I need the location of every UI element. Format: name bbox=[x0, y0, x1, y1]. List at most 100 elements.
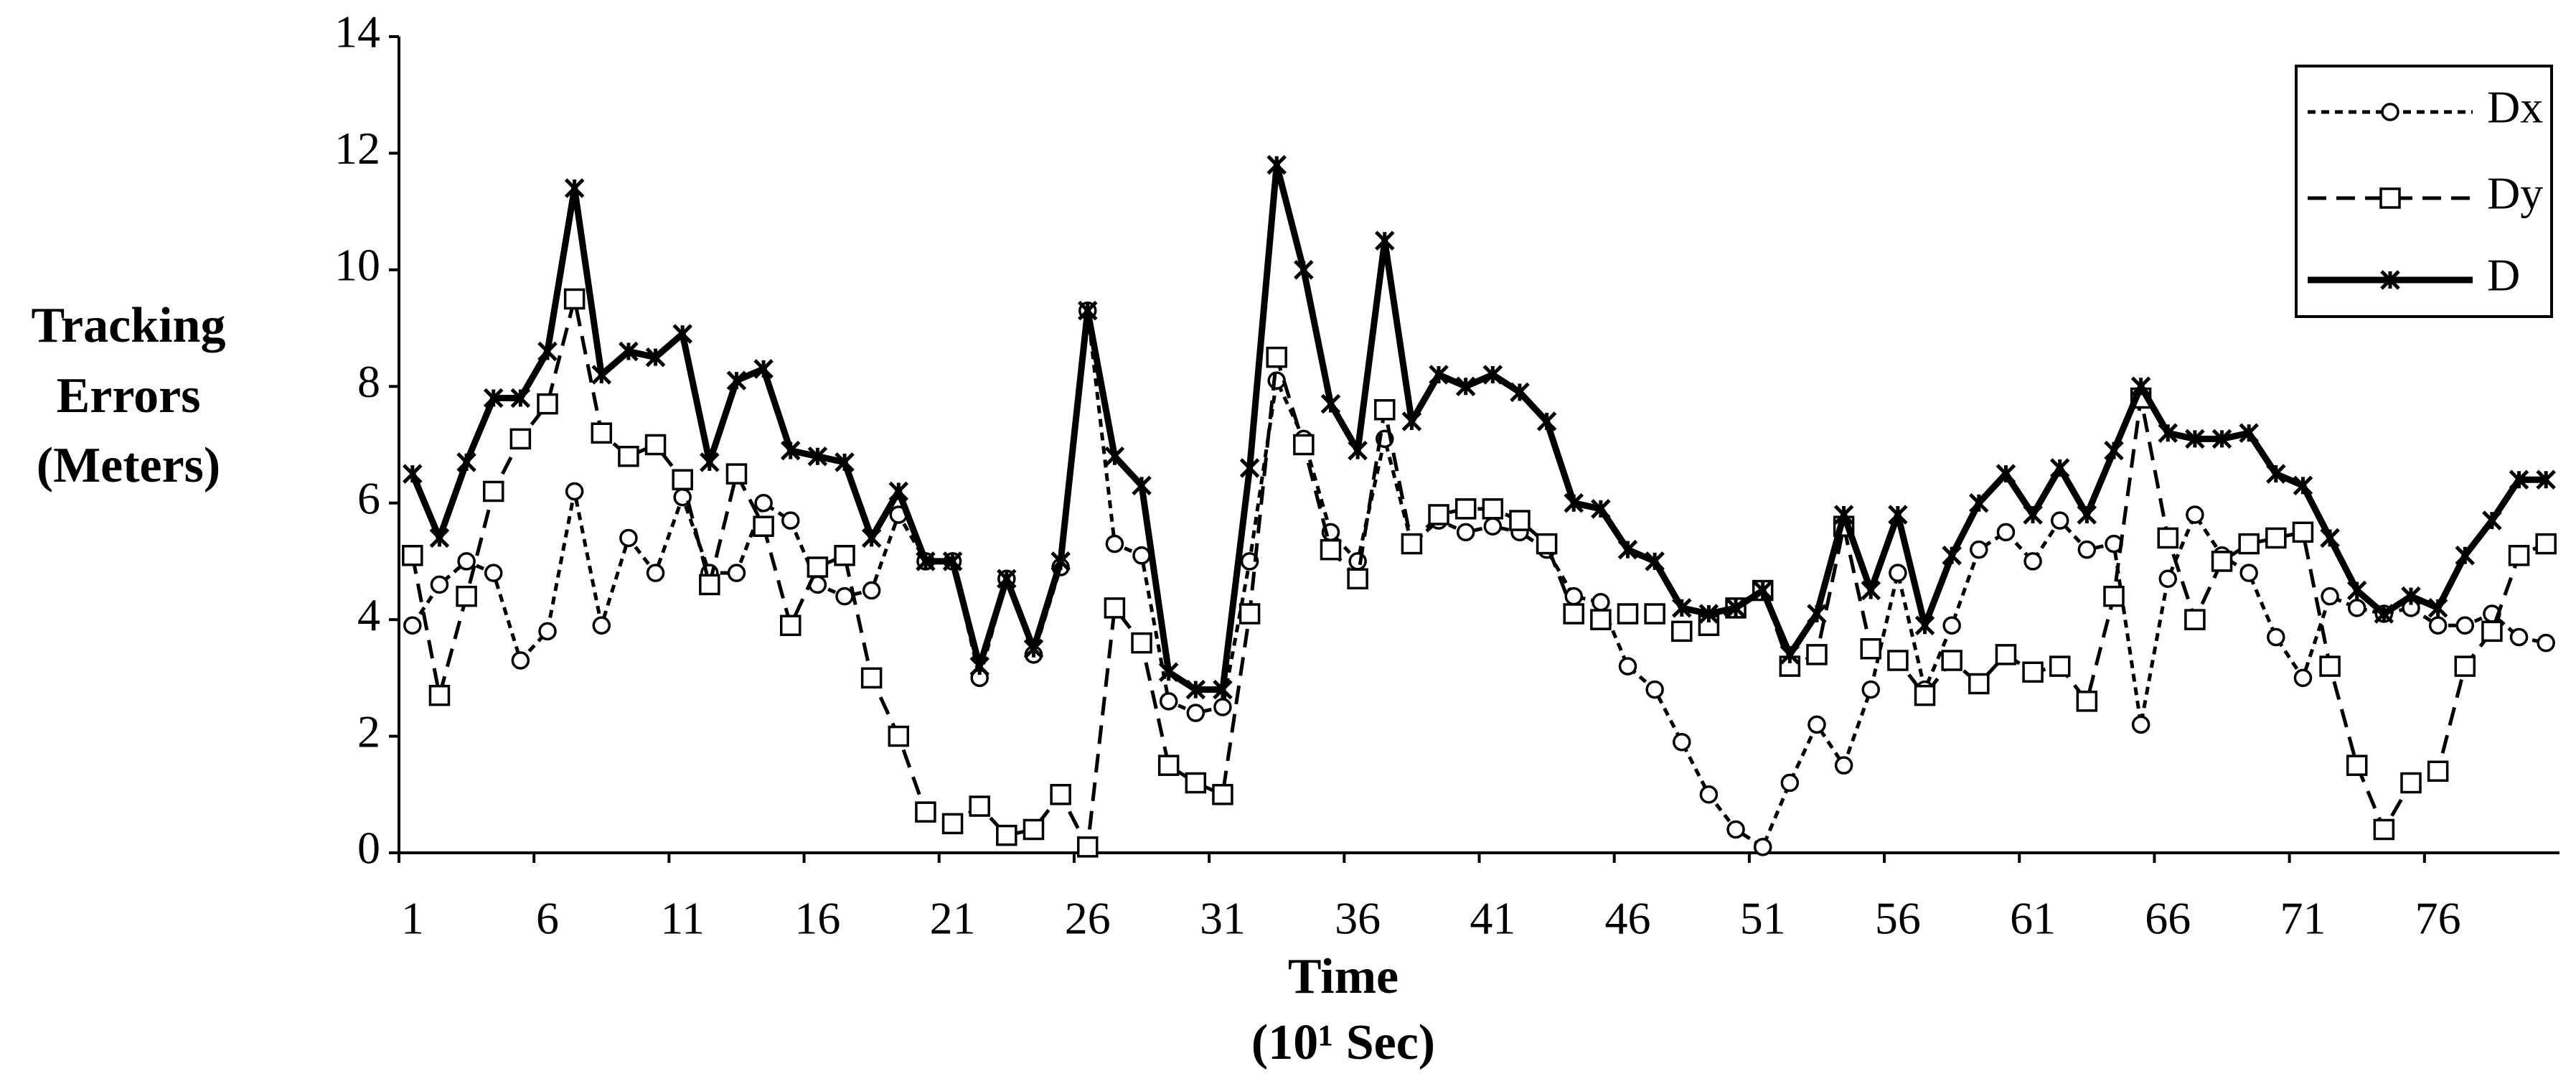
data-point bbox=[511, 651, 530, 670]
data-point bbox=[1023, 638, 1044, 659]
y-tick-label: 4 bbox=[357, 589, 380, 640]
data-point bbox=[564, 178, 585, 198]
data-point bbox=[780, 440, 801, 461]
data-point bbox=[2346, 754, 2368, 776]
data-point bbox=[2293, 475, 2313, 496]
data-point bbox=[2077, 505, 2097, 525]
data-point bbox=[753, 515, 774, 537]
data-point bbox=[2321, 586, 2339, 606]
data-point bbox=[1510, 382, 1530, 403]
data-point bbox=[1401, 411, 1422, 431]
x-tick-label: 36 bbox=[1335, 893, 1381, 944]
data-point bbox=[537, 393, 558, 415]
data-point bbox=[1887, 650, 1909, 671]
data-point bbox=[2454, 655, 2476, 677]
data-point bbox=[402, 545, 423, 566]
data-point bbox=[2401, 586, 2421, 607]
data-point bbox=[835, 586, 854, 606]
data-point bbox=[1807, 604, 1827, 624]
data-point bbox=[403, 464, 423, 484]
data-point bbox=[1564, 492, 1584, 513]
data-point bbox=[429, 528, 450, 548]
data-point bbox=[1673, 732, 1691, 752]
data-point bbox=[1456, 523, 1475, 542]
data-point bbox=[1157, 754, 1180, 776]
data-point bbox=[942, 551, 963, 571]
data-point bbox=[538, 622, 557, 641]
data-point bbox=[1454, 498, 1477, 520]
data-point bbox=[2158, 423, 2178, 444]
data-point bbox=[1266, 346, 1287, 368]
data-point bbox=[2211, 429, 2232, 449]
data-point bbox=[1482, 498, 1504, 520]
data-point bbox=[860, 667, 883, 689]
data-point bbox=[700, 452, 720, 472]
x-tick-label: 11 bbox=[660, 893, 705, 944]
data-point bbox=[2509, 627, 2529, 647]
data-point bbox=[1671, 620, 1693, 642]
data-point bbox=[618, 445, 639, 467]
data-point bbox=[1132, 546, 1151, 565]
data-point bbox=[753, 359, 774, 379]
data-point bbox=[997, 569, 1017, 589]
data-point bbox=[1699, 785, 1719, 804]
x-tick-label: 66 bbox=[2145, 893, 2191, 944]
data-point bbox=[483, 388, 504, 408]
data-point bbox=[1914, 684, 1936, 706]
data-point bbox=[1267, 371, 1286, 390]
data-point bbox=[1104, 597, 1126, 619]
data-point bbox=[2428, 616, 2448, 635]
data-point bbox=[1077, 836, 1099, 858]
legend-marker bbox=[2380, 270, 2400, 290]
data-point bbox=[1347, 568, 1368, 590]
data-point bbox=[1726, 820, 1745, 839]
data-point bbox=[591, 365, 612, 385]
data-point bbox=[1132, 475, 1152, 496]
x-tick-label: 31 bbox=[1200, 893, 1246, 944]
data-point bbox=[2535, 533, 2557, 555]
legend-label: Dy bbox=[2487, 168, 2543, 219]
data-point bbox=[1942, 616, 1961, 635]
data-point bbox=[916, 551, 936, 571]
data-point bbox=[537, 341, 558, 362]
legend-marker bbox=[2379, 187, 2401, 209]
data-point bbox=[1050, 551, 1071, 571]
data-point bbox=[2184, 609, 2206, 630]
legend-label: D bbox=[2487, 250, 2520, 301]
data-point bbox=[2103, 585, 2125, 607]
data-point bbox=[779, 614, 802, 637]
data-point bbox=[482, 480, 504, 503]
data-point bbox=[1374, 399, 1396, 421]
data-point bbox=[1941, 650, 1962, 671]
data-point bbox=[2186, 505, 2204, 524]
x-tick-label: 26 bbox=[1065, 893, 1111, 944]
data-point bbox=[1914, 615, 1935, 636]
data-point bbox=[1861, 580, 1881, 601]
data-point bbox=[2509, 469, 2529, 490]
data-point bbox=[1969, 492, 1989, 513]
y-tick-label: 12 bbox=[334, 123, 380, 174]
x-tick-label: 56 bbox=[1875, 893, 1921, 944]
data-point bbox=[1780, 773, 1800, 793]
data-point bbox=[1645, 551, 1665, 571]
y-axis-label: Errors bbox=[57, 368, 201, 424]
data-point bbox=[2130, 376, 2151, 397]
data-point bbox=[1105, 534, 1124, 553]
data-point bbox=[1780, 645, 1800, 665]
data-point bbox=[1158, 662, 1179, 683]
data-point bbox=[1185, 772, 1207, 794]
data-point bbox=[969, 795, 990, 817]
data-point bbox=[2022, 661, 2044, 683]
data-point bbox=[2455, 546, 2476, 566]
data-point bbox=[888, 725, 910, 747]
data-point bbox=[1942, 546, 1962, 566]
data-point bbox=[699, 574, 720, 596]
data-point bbox=[1617, 539, 1638, 560]
legend-label: Dx bbox=[2487, 82, 2543, 133]
data-point bbox=[835, 452, 855, 472]
data-point bbox=[725, 463, 748, 485]
data-point bbox=[2050, 511, 2069, 530]
data-point bbox=[807, 556, 829, 578]
x-tick-label: 71 bbox=[2280, 893, 2326, 944]
